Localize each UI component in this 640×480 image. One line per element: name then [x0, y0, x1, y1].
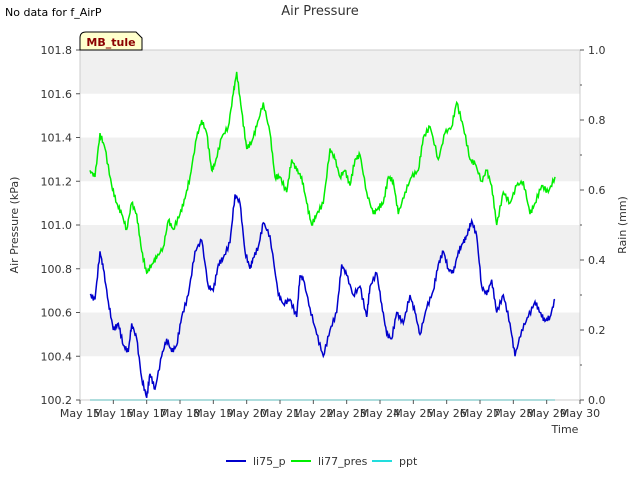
y2-tick-label: 0.2 — [588, 324, 606, 337]
y-tick-label: 101.2 — [41, 175, 73, 188]
y2-tick-label: 0.0 — [588, 394, 606, 407]
no-data-notice: No data for f_AirP — [5, 6, 102, 19]
legend-label-li77_pres: li77_pres — [318, 455, 368, 468]
y2-tick-label: 0.4 — [588, 254, 606, 267]
y-tick-label: 101.6 — [41, 88, 73, 101]
background-band — [80, 50, 580, 94]
y2-tick-label: 1.0 — [588, 44, 606, 57]
series-line-li75_p — [89, 194, 556, 399]
x-tick-label: May 16 — [93, 407, 133, 420]
y-tick-label: 100.4 — [41, 350, 73, 363]
y-tick-label: 100.2 — [41, 394, 73, 407]
x-tick-label: May 26 — [427, 407, 467, 420]
background-band — [80, 137, 580, 182]
x-tick-label: May 22 — [293, 407, 333, 420]
x-axis-label: Time — [551, 423, 579, 436]
y2-axis-label: Rain (mm) — [616, 196, 629, 254]
station-badge: MB_tule — [79, 31, 143, 51]
x-tick-label: May 20 — [227, 407, 267, 420]
x-tick-label: May 27 — [460, 407, 500, 420]
x-tick-label: May 25 — [393, 407, 433, 420]
station-badge-label: MB_tule — [86, 36, 135, 49]
x-tick-label: May 24 — [360, 407, 400, 420]
x-tick-label: May 30 — [560, 407, 600, 420]
x-tick-label: May 28 — [493, 407, 533, 420]
chart-title: Air Pressure — [281, 4, 359, 19]
x-tick-label: May 23 — [327, 407, 367, 420]
legend: li75_p li77_pres ppt — [226, 455, 418, 468]
x-tick-label: May 15 — [60, 407, 100, 420]
background-band — [80, 312, 580, 357]
y2-tick-label: 0.8 — [588, 114, 606, 127]
x-tick-label: May 19 — [193, 407, 233, 420]
y-tick-label: 101.8 — [41, 44, 73, 57]
y-tick-label: 100.8 — [41, 263, 73, 276]
y-tick-label: 101.4 — [41, 132, 73, 145]
x-tick-label: May 21 — [260, 407, 300, 420]
x-tick-label: May 18 — [160, 407, 200, 420]
background-bands — [80, 50, 580, 357]
legend-label-li75_p: li75_p — [253, 455, 286, 468]
legend-label-ppt: ppt — [399, 455, 418, 468]
y-tick-label: 101.0 — [41, 219, 73, 232]
series-line-li77_pres — [89, 71, 556, 275]
y-tick-label: 100.6 — [41, 307, 73, 320]
x-tick-label: May 17 — [127, 407, 167, 420]
x-tick-label: May 29 — [527, 407, 567, 420]
y2-tick-label: 0.6 — [588, 184, 606, 197]
axes: 100.2 100.4 100.6 100.8 101.0 101.2 101.4 101.6… — [41, 44, 606, 420]
y-axis-label: Air Pressure (kPa) — [8, 177, 21, 274]
station-badge-box — [79, 31, 143, 51]
